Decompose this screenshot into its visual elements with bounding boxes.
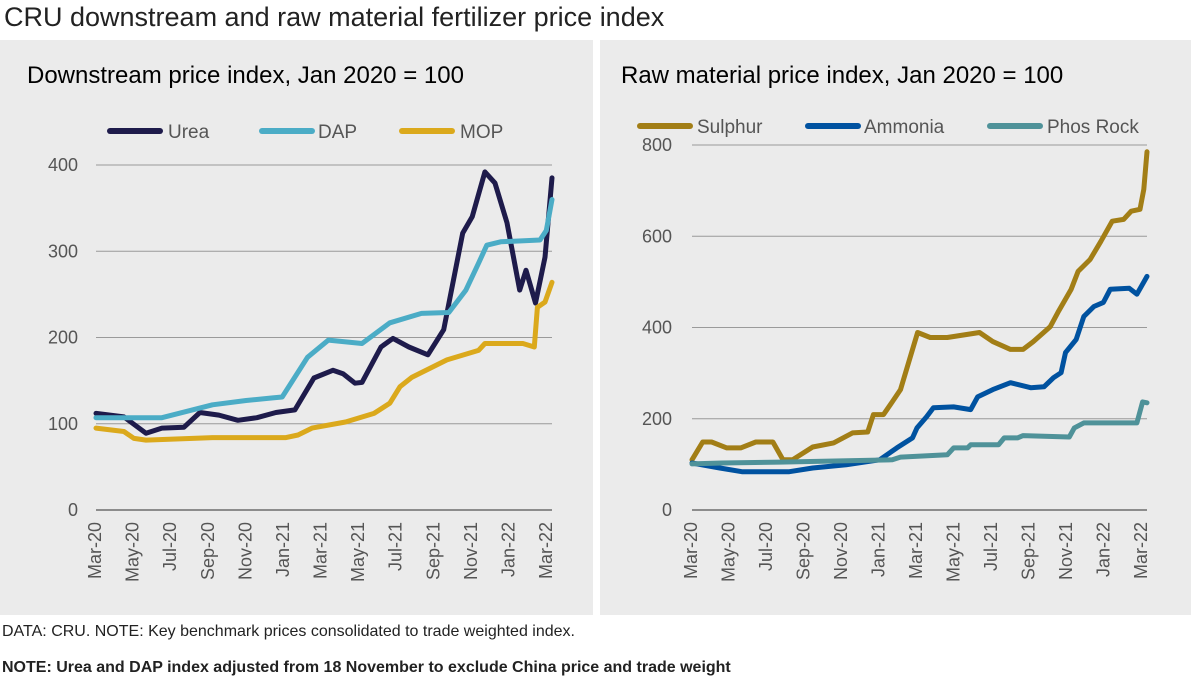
x-tick-label: Mar-22	[536, 522, 556, 579]
x-tick-label: May-21	[348, 522, 368, 582]
adjustment-note: NOTE: Urea and DAP index adjusted from 1…	[2, 659, 731, 676]
x-tick-label: Jul-20	[160, 522, 180, 571]
x-tick-label: Jan-22	[498, 522, 518, 577]
x-tick-label: Mar-20	[681, 522, 701, 579]
x-tick-label: May-20	[719, 522, 739, 582]
x-tick-label: Sep-20	[794, 522, 814, 580]
y-tick-label: 200	[48, 328, 78, 348]
legend-label: Sulphur	[697, 117, 763, 138]
source-note: DATA: CRU. NOTE: Key benchmark prices co…	[2, 623, 575, 640]
y-tick-label: 300	[48, 241, 78, 261]
legend-label: Urea	[168, 122, 210, 143]
downstream-chart-panel: Downstream price index, Jan 2020 = 100	[0, 40, 593, 615]
series-line-dap	[93, 197, 555, 421]
x-tick-label: Jul-21	[981, 522, 1001, 571]
x-tick-label: Sep-21	[423, 522, 443, 580]
x-tick-label: Jan-21	[273, 522, 293, 577]
x-tick-label: Jul-21	[386, 522, 406, 571]
raw-material-chart-title: Raw material price index, Jan 2020 = 100	[621, 62, 1064, 89]
x-tick-label: Mar-21	[311, 522, 331, 579]
main-title: CRU downstream and raw material fertiliz…	[4, 2, 665, 32]
series-line-sulphur	[689, 149, 1150, 463]
series-line-urea	[93, 169, 555, 436]
x-tick-label: Sep-21	[1019, 522, 1039, 580]
series-line-mop	[93, 279, 555, 443]
downstream-chart-title: Downstream price index, Jan 2020 = 100	[27, 62, 464, 89]
legend-label: MOP	[460, 122, 503, 143]
x-tick-label: Mar-21	[906, 522, 926, 579]
legend-label: Phos Rock	[1047, 117, 1139, 138]
x-tick-label: May-21	[944, 522, 964, 582]
x-tick-label: Sep-20	[198, 522, 218, 580]
legend-label: DAP	[318, 122, 357, 143]
y-tick-label: 0	[662, 500, 672, 520]
y-tick-label: 100	[48, 414, 78, 434]
series-line-phos-rock	[689, 399, 1150, 467]
x-tick-label: Nov-21	[461, 522, 481, 580]
y-tick-label: 400	[642, 318, 672, 338]
x-tick-label: Mar-22	[1131, 522, 1151, 579]
y-tick-label: 400	[48, 155, 78, 175]
y-tick-label: 800	[642, 135, 672, 155]
x-tick-label: Jan-22	[1094, 522, 1114, 577]
x-tick-label: Nov-21	[1056, 522, 1076, 580]
y-tick-label: 0	[68, 500, 78, 520]
x-tick-label: Mar-20	[85, 522, 105, 579]
x-tick-label: Jul-20	[756, 522, 776, 571]
x-tick-label: Jan-21	[869, 522, 889, 577]
x-tick-label: Nov-20	[831, 522, 851, 580]
x-tick-label: May-20	[123, 522, 143, 582]
series-line-ammonia	[689, 273, 1150, 475]
y-tick-label: 600	[642, 226, 672, 246]
legend-label: Ammonia	[864, 117, 945, 138]
y-tick-label: 200	[642, 409, 672, 429]
x-tick-label: Nov-20	[235, 522, 255, 580]
